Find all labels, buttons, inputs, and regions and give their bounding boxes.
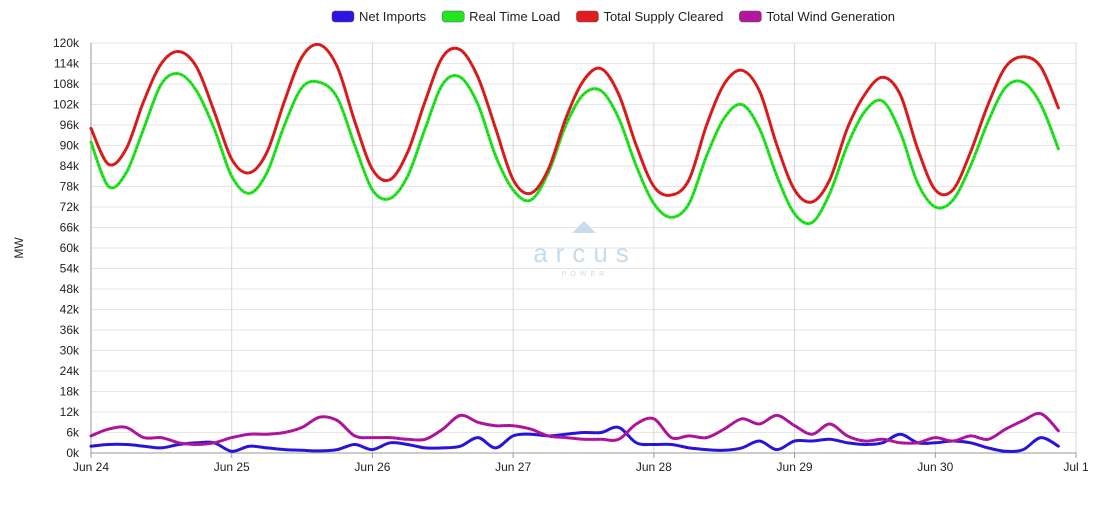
legend-label: Total Wind Generation — [766, 9, 895, 24]
y-tick-label: 108k — [53, 77, 80, 91]
y-tick-label: 6k — [66, 426, 80, 440]
legend-swatch — [576, 10, 599, 23]
y-tick-label: 24k — [60, 364, 80, 378]
y-tick-label: 102k — [53, 98, 80, 112]
series-markers-total-supply-cleared — [90, 43, 1059, 203]
y-tick-label: 78k — [60, 180, 80, 194]
series — [89, 42, 1060, 454]
y-tick-label: 90k — [60, 139, 80, 153]
watermark-logo-icon — [572, 221, 596, 233]
legend-item-total-wind-generation[interactable]: Total Wind Generation — [739, 9, 895, 24]
y-axis-title: MW — [12, 237, 26, 259]
x-tick-label: Jun 30 — [917, 460, 953, 474]
x-tick-label: Jul 1 — [1063, 460, 1089, 474]
legend-item-net-imports[interactable]: Net Imports — [331, 9, 427, 24]
y-tick-label: 42k — [60, 303, 80, 317]
x-tick-label: Jun 29 — [777, 460, 813, 474]
series-markers-total-wind-generation — [90, 412, 1059, 446]
y-tick-label: 36k — [60, 323, 80, 337]
axes: MW 0k 6k 12k 18k 24k 30k 36k 42k 48k 54k 60k 66k 72k… — [12, 36, 1089, 474]
y-tick-label: 66k — [60, 221, 80, 235]
legend-label: Net Imports — [359, 9, 427, 24]
x-tick-label: Jun 24 — [73, 460, 109, 474]
legend-swatch — [739, 10, 762, 23]
x-tick-label: Jun 26 — [354, 460, 390, 474]
y-tick-label: 114k — [54, 57, 80, 71]
legend-swatch — [331, 10, 355, 23]
legend-item-total-supply-cleared[interactable]: Total Supply Cleared — [576, 9, 723, 24]
y-tick-label: 96k — [60, 118, 80, 132]
legend-label: Real Time Load — [469, 9, 560, 24]
y-tick-label: 18k — [60, 385, 80, 399]
y-tick-label: 0k — [66, 446, 80, 460]
x-tick-label: Jun 28 — [636, 460, 672, 474]
y-tick-label: 48k — [60, 282, 80, 296]
series-line-total-supply-cleared — [89, 42, 1060, 204]
y-tick-label: 54k — [60, 262, 80, 276]
watermark-name: arcus — [533, 238, 637, 268]
legend: Net Imports Real Time Load Total Supply Cl… — [331, 9, 895, 24]
y-tick-label: 12k — [60, 405, 80, 419]
watermark-sub: POWER — [562, 271, 608, 278]
y-tick-label: 30k — [60, 344, 80, 358]
series-line-real-time-load — [89, 72, 1060, 226]
legend-swatch — [441, 10, 465, 23]
grid — [90, 42, 1077, 454]
x-tick-label: Jun 25 — [214, 460, 250, 474]
series-markers-net-imports — [90, 426, 1059, 453]
series-line-net-imports — [89, 425, 1060, 454]
x-tick-label: Jun 27 — [495, 460, 531, 474]
series-line-total-wind-generation — [89, 411, 1060, 446]
watermark: arcus POWER — [533, 221, 637, 278]
y-tick-label: 72k — [60, 200, 80, 214]
y-tick-label: 60k — [60, 241, 80, 255]
y-tick-label: 84k — [60, 159, 80, 173]
y-tick-label: 120k — [53, 36, 80, 50]
legend-label: Total Supply Cleared — [603, 9, 723, 24]
legend-item-real-time-load[interactable]: Real Time Load — [441, 9, 560, 24]
